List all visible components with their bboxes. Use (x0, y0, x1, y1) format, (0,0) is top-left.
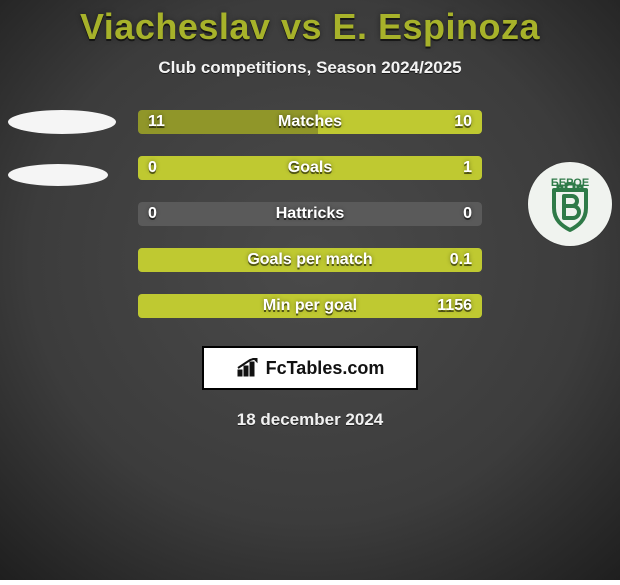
stat-value-right: 1 (463, 156, 472, 180)
beroe-crest: БЕРОЕ (528, 162, 612, 246)
stat-value-right: 0.1 (450, 248, 472, 272)
fctables-logo-icon (236, 358, 260, 378)
stat-row: Hattricks0 0 (138, 202, 482, 226)
branding-box: FcTables.com (202, 346, 418, 390)
subtitle: Club competitions, Season 2024/2025 (0, 58, 620, 78)
stat-label: Goals (138, 156, 482, 180)
stat-value-left: 0 (148, 156, 157, 180)
player-left-name: Viacheslav (80, 6, 270, 47)
stat-bars: Matches1110Goals01Hattricks00Goals per m… (138, 110, 482, 318)
beroe-crest-svg: БЕРОЕ (538, 172, 602, 236)
club-badge-placeholder (8, 110, 116, 134)
stat-row: Goals per match0.1 (138, 248, 482, 272)
stat-row: Goals0 1 (138, 156, 482, 180)
comparison-stage: БЕРОЕ Matches1110Goals01Hattricks00Goals… (0, 110, 620, 318)
stat-value-right: 1156 (437, 294, 472, 318)
beroe-letter-icon (564, 196, 579, 218)
stat-label: Matches (138, 110, 482, 134)
club-badge-placeholder (8, 164, 108, 186)
right-club-badge: БЕРОЕ (528, 162, 612, 246)
vs-separator: vs (281, 6, 322, 47)
stat-row: Min per goal1156 (138, 294, 482, 318)
stat-row: Matches11 10 (138, 110, 482, 134)
stat-label: Goals per match (138, 248, 482, 272)
stat-value-right: 0 (463, 202, 472, 226)
stat-label: Min per goal (138, 294, 482, 318)
stat-label: Hattricks (138, 202, 482, 226)
player-right-name: E. Espinoza (333, 6, 541, 47)
footer-date: 18 december 2024 (0, 410, 620, 430)
page-title: Viacheslav vs E. Espinoza (0, 0, 620, 48)
stat-value-left: 11 (148, 110, 165, 134)
branding-text: FcTables.com (266, 358, 385, 379)
stat-value-left: 0 (148, 202, 157, 226)
stat-value-right: 10 (454, 110, 472, 134)
